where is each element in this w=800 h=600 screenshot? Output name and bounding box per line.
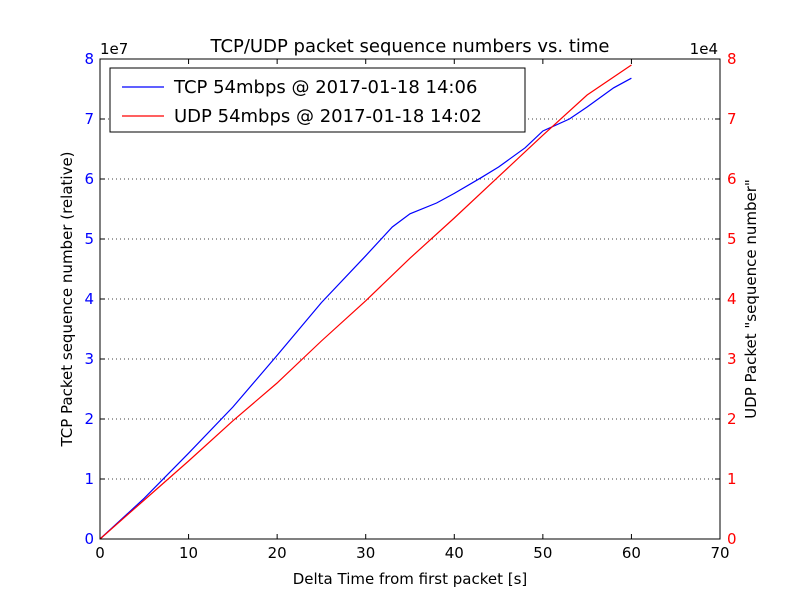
x-axis-ticks: 0 10 20 30 40 50 60 70 <box>95 59 730 562</box>
right-y-tick-label: 8 <box>727 50 737 68</box>
right-axis-multiplier: 1e4 <box>690 40 718 58</box>
series-line-udp <box>99 64 632 540</box>
x-tick-label: 20 <box>268 544 287 562</box>
series-line-tcp <box>99 77 632 540</box>
left-y-tick-label: 2 <box>84 410 94 428</box>
right-y-tick-label: 5 <box>727 230 737 248</box>
left-y-tick-label: 1 <box>84 470 94 488</box>
left-axis-multiplier: 1e7 <box>100 40 128 58</box>
legend-box <box>109 67 526 133</box>
left-y-tick-label: 3 <box>84 350 94 368</box>
x-axis-label: Delta Time from first packet [s] <box>293 570 528 588</box>
legend: TCP 54mbps @ 2017-01-18 14:06 UDP 54mbps… <box>109 67 526 133</box>
right-y-tick-label: 4 <box>727 290 737 308</box>
left-axis-ticks: 0 1 2 3 4 5 6 7 8 <box>84 50 105 548</box>
legend-label-udp: UDP 54mbps @ 2017-01-18 14:02 <box>174 106 482 127</box>
right-y-tick-label: 3 <box>727 350 737 368</box>
legend-label-tcp: TCP 54mbps @ 2017-01-18 14:06 <box>173 77 477 98</box>
right-y-tick-label: 1 <box>727 470 737 488</box>
left-axis-label: TCP Packet sequence number (relative) <box>58 151 76 447</box>
right-y-tick-label: 7 <box>727 110 737 128</box>
right-axis-ticks: 0 1 2 3 4 5 6 7 8 <box>715 50 737 548</box>
left-y-tick-label: 5 <box>84 230 94 248</box>
x-tick-label: 50 <box>533 544 552 562</box>
left-y-tick-label: 4 <box>84 290 94 308</box>
left-y-tick-label: 0 <box>84 530 94 548</box>
left-y-tick-label: 6 <box>84 170 94 188</box>
x-tick-label: 30 <box>356 544 375 562</box>
x-tick-label: 60 <box>622 544 641 562</box>
right-y-tick-label: 2 <box>727 410 737 428</box>
x-tick-label: 40 <box>445 544 464 562</box>
x-tick-label: 10 <box>179 544 198 562</box>
x-tick-label: 70 <box>710 544 729 562</box>
x-tick-label: 0 <box>95 544 105 562</box>
series-lines <box>99 64 632 540</box>
left-y-tick-label: 7 <box>84 110 94 128</box>
chart-title: TCP/UDP packet sequence numbers vs. time <box>210 36 610 57</box>
right-y-tick-label: 0 <box>727 530 737 548</box>
right-axis-label: UDP Packet "sequence number" <box>742 179 760 419</box>
left-y-tick-label: 8 <box>84 50 94 68</box>
grid-lines <box>100 118 720 480</box>
right-y-tick-label: 6 <box>727 170 737 188</box>
